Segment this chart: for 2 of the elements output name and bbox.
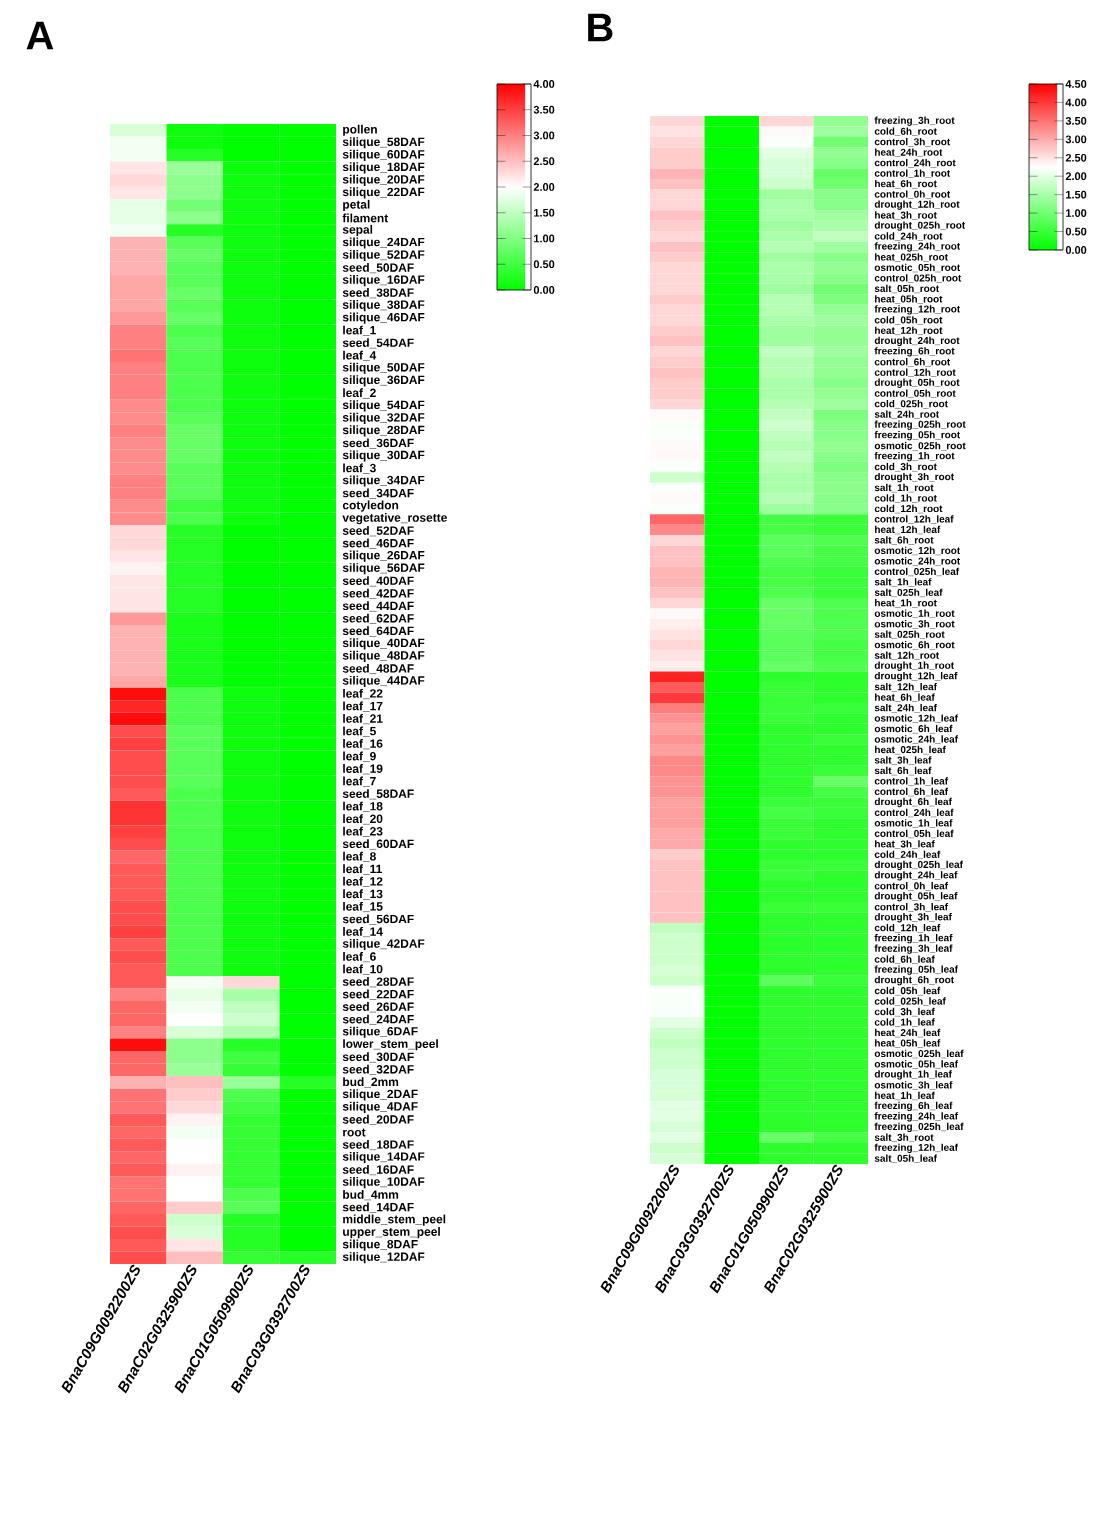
chart-title: B xyxy=(588,13,613,42)
chart-title: A xyxy=(26,21,54,50)
